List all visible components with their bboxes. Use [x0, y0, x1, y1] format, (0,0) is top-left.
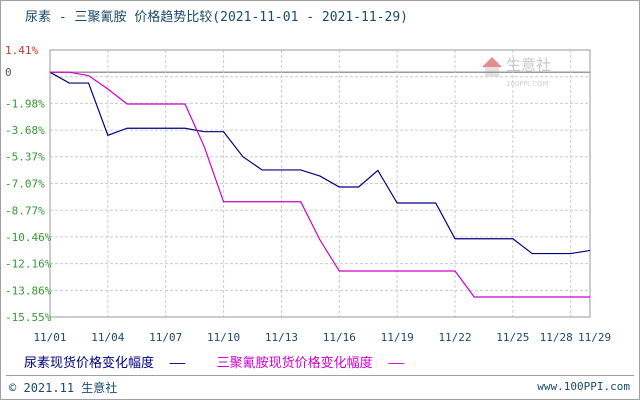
x-tick-label: 11/28	[540, 331, 573, 344]
y-tick-label: -7.07%	[5, 178, 45, 191]
y-tick-label: -1.98%	[5, 97, 45, 110]
y-tick-label: 1.41%	[5, 44, 38, 57]
footer-left-text: 2021.11 生意社	[23, 381, 118, 395]
y-tick-label: -3.68%	[5, 124, 45, 137]
legend-label-melamine: 三聚氰胺现货价格变化幅度	[216, 356, 373, 371]
x-tick-label: 11/16	[323, 331, 356, 344]
x-tick-label: 11/07	[149, 331, 182, 344]
legend-swatch-melamine: ——	[380, 356, 404, 371]
legend: 尿素现货价格变化幅度 —— 三聚氰胺现货价格变化幅度 ——	[24, 352, 404, 371]
y-tick-label: -12.16%	[5, 258, 52, 271]
x-tick-label: 11/04	[91, 331, 124, 344]
copyright-icon: ©	[9, 381, 17, 395]
x-tick-label: 11/13	[265, 331, 298, 344]
chart-title: 尿素 - 三聚氰胺 价格趋势比较(2021-11-01 - 2021-11-29…	[25, 10, 408, 25]
series-line-urea	[49, 71, 591, 255]
watermark-subtext: 100PPI.COM	[506, 80, 549, 88]
x-tick-label: 11/19	[381, 331, 414, 344]
x-tick-label: 11/10	[207, 331, 240, 344]
plot-border	[49, 49, 591, 318]
watermark-text: 生意社	[506, 56, 551, 74]
x-tick-label: 11/22	[438, 331, 471, 344]
legend-label-urea: 尿素现货价格变化幅度	[24, 356, 155, 371]
y-tick-label: -5.37%	[5, 151, 45, 164]
x-tick-label: 11/01	[33, 331, 66, 344]
footer-divider	[6, 375, 634, 376]
x-tick-label: 11/29	[578, 331, 611, 344]
y-tick-label: -10.46%	[5, 231, 52, 244]
legend-swatch-urea: ——	[161, 356, 209, 371]
y-tick-label: -8.77%	[5, 204, 45, 217]
x-tick-label: 11/25	[496, 331, 529, 344]
y-tick-label: 0	[5, 66, 12, 79]
footer-website-link[interactable]: www.100PPI.com	[537, 380, 630, 393]
series-line-melamine	[50, 71, 590, 298]
y-tick-label: -15.55%	[5, 311, 52, 324]
footer-copyright: © 2021.11 生意社	[9, 379, 117, 396]
y-tick-label: -13.86%	[5, 284, 52, 297]
